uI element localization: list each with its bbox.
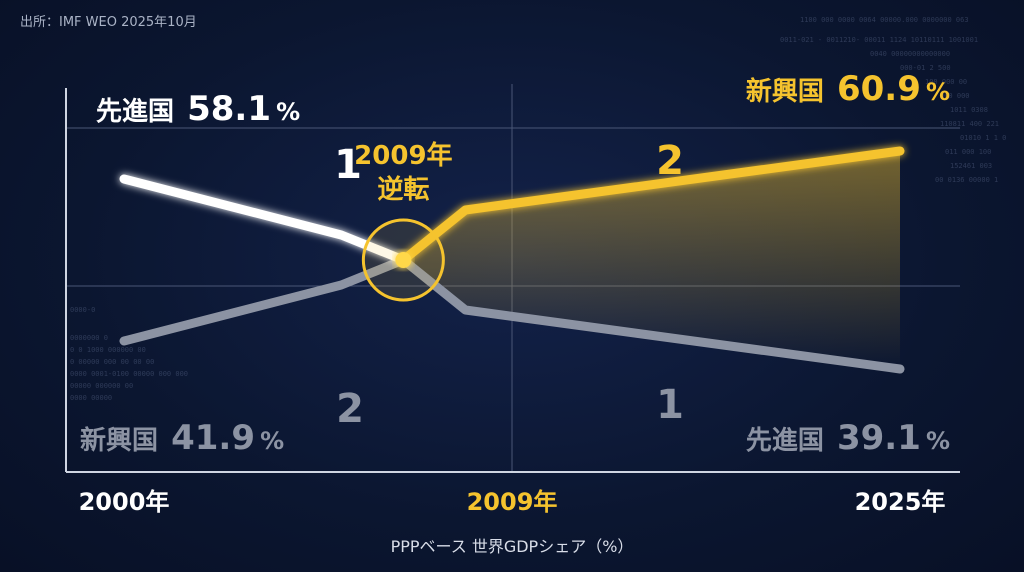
crossover-point — [395, 252, 412, 268]
svg-text:0000 0001-0100 00000 000 000: 0000 0001-0100 00000 000 000 — [70, 370, 188, 378]
advanced-start-label: 先進国 58.1 % — [96, 89, 300, 129]
emerging-line-before-2009 — [119, 255, 408, 346]
x-tick-2009: 2009年 — [467, 488, 558, 516]
advanced-end-value: 39.1 — [837, 418, 921, 458]
emerging-start-name: 新興国 — [80, 425, 158, 456]
emerging-start-value: 41.9 — [171, 418, 255, 458]
advanced-start-unit: % — [276, 98, 300, 126]
svg-text:00 0136 00000 1: 00 0136 00000 1 — [935, 176, 998, 184]
svg-text:0000-0: 0000-0 — [70, 306, 95, 314]
svg-text:100 000 00: 100 000 00 — [925, 78, 967, 86]
advanced-line-after-2009 — [398, 255, 905, 374]
emerging-start-label: 新興国 41.9 % — [80, 418, 284, 458]
svg-text:152461 003: 152461 003 — [950, 162, 992, 170]
svg-text:01010 1 1 0: 01010 1 1 0 — [960, 134, 1006, 142]
rank-emerging-after: 2 — [656, 138, 684, 184]
advanced-start-name: 先進国 — [96, 97, 174, 127]
event-reversal-label: 逆転 — [377, 174, 429, 205]
advanced-end-unit: % — [926, 427, 950, 455]
svg-text:000-01 2 500: 000-01 2 500 — [900, 64, 951, 72]
rank-emerging-before: 2 — [336, 386, 364, 432]
svg-text:011 000 100: 011 000 100 — [945, 148, 991, 156]
svg-text:0 00000 000 00 00 00: 0 00000 000 00 00 00 — [70, 358, 154, 366]
event-year-label: 2009年 — [354, 140, 452, 171]
emerging-end-label: 新興国 60.9 % — [746, 69, 950, 109]
advanced-end-name: 先進国 — [746, 426, 824, 456]
emerging-start-unit: % — [260, 427, 284, 455]
emerging-end-unit: % — [926, 78, 950, 106]
background-code-texture: 1100 000 0000 0064 00000.000 0000000 063… — [70, 16, 1006, 402]
advanced-end-label: 先進国 39.1 % — [746, 418, 950, 458]
svg-text:0 0 1000 000000 00: 0 0 1000 000000 00 — [70, 346, 146, 354]
svg-text:000 000: 000 000 — [940, 92, 970, 100]
svg-text:1100 000 0000 0064 00000.000 0: 1100 000 0000 0064 00000.000 0000000 063 — [800, 16, 969, 24]
svg-text:0011-021 - 0011210- 00011 1124: 0011-021 - 0011210- 00011 1124 10110111 … — [780, 36, 978, 44]
rank-advanced-after: 1 — [656, 382, 684, 428]
svg-text:0000 00000: 0000 00000 — [70, 394, 112, 402]
advanced-line-before-2009 — [119, 174, 408, 265]
rank-advanced-before: 1 — [334, 142, 362, 188]
svg-text:1011 0308: 1011 0308 — [950, 106, 988, 114]
svg-text:110811 400 221: 110811 400 221 — [940, 120, 999, 128]
emerging-end-value: 60.9 — [837, 69, 921, 109]
x-tick-2000: 2000年 — [79, 488, 170, 516]
svg-text:0040 00000000000000: 0040 00000000000000 — [870, 50, 950, 58]
svg-text:0000000 0: 0000000 0 — [70, 334, 108, 342]
x-tick-2025: 2025年 — [855, 488, 946, 516]
emerging-line-after-2009 — [398, 146, 905, 265]
emerging-end-name: 新興国 — [746, 76, 824, 107]
advanced-start-value: 58.1 — [187, 89, 271, 129]
x-axis-title: PPPベース 世界GDPシェア（%） — [391, 537, 634, 556]
source-note: 出所：IMF WEO 2025年10月 — [20, 15, 197, 30]
svg-text:00000 000000 00: 00000 000000 00 — [70, 382, 133, 390]
